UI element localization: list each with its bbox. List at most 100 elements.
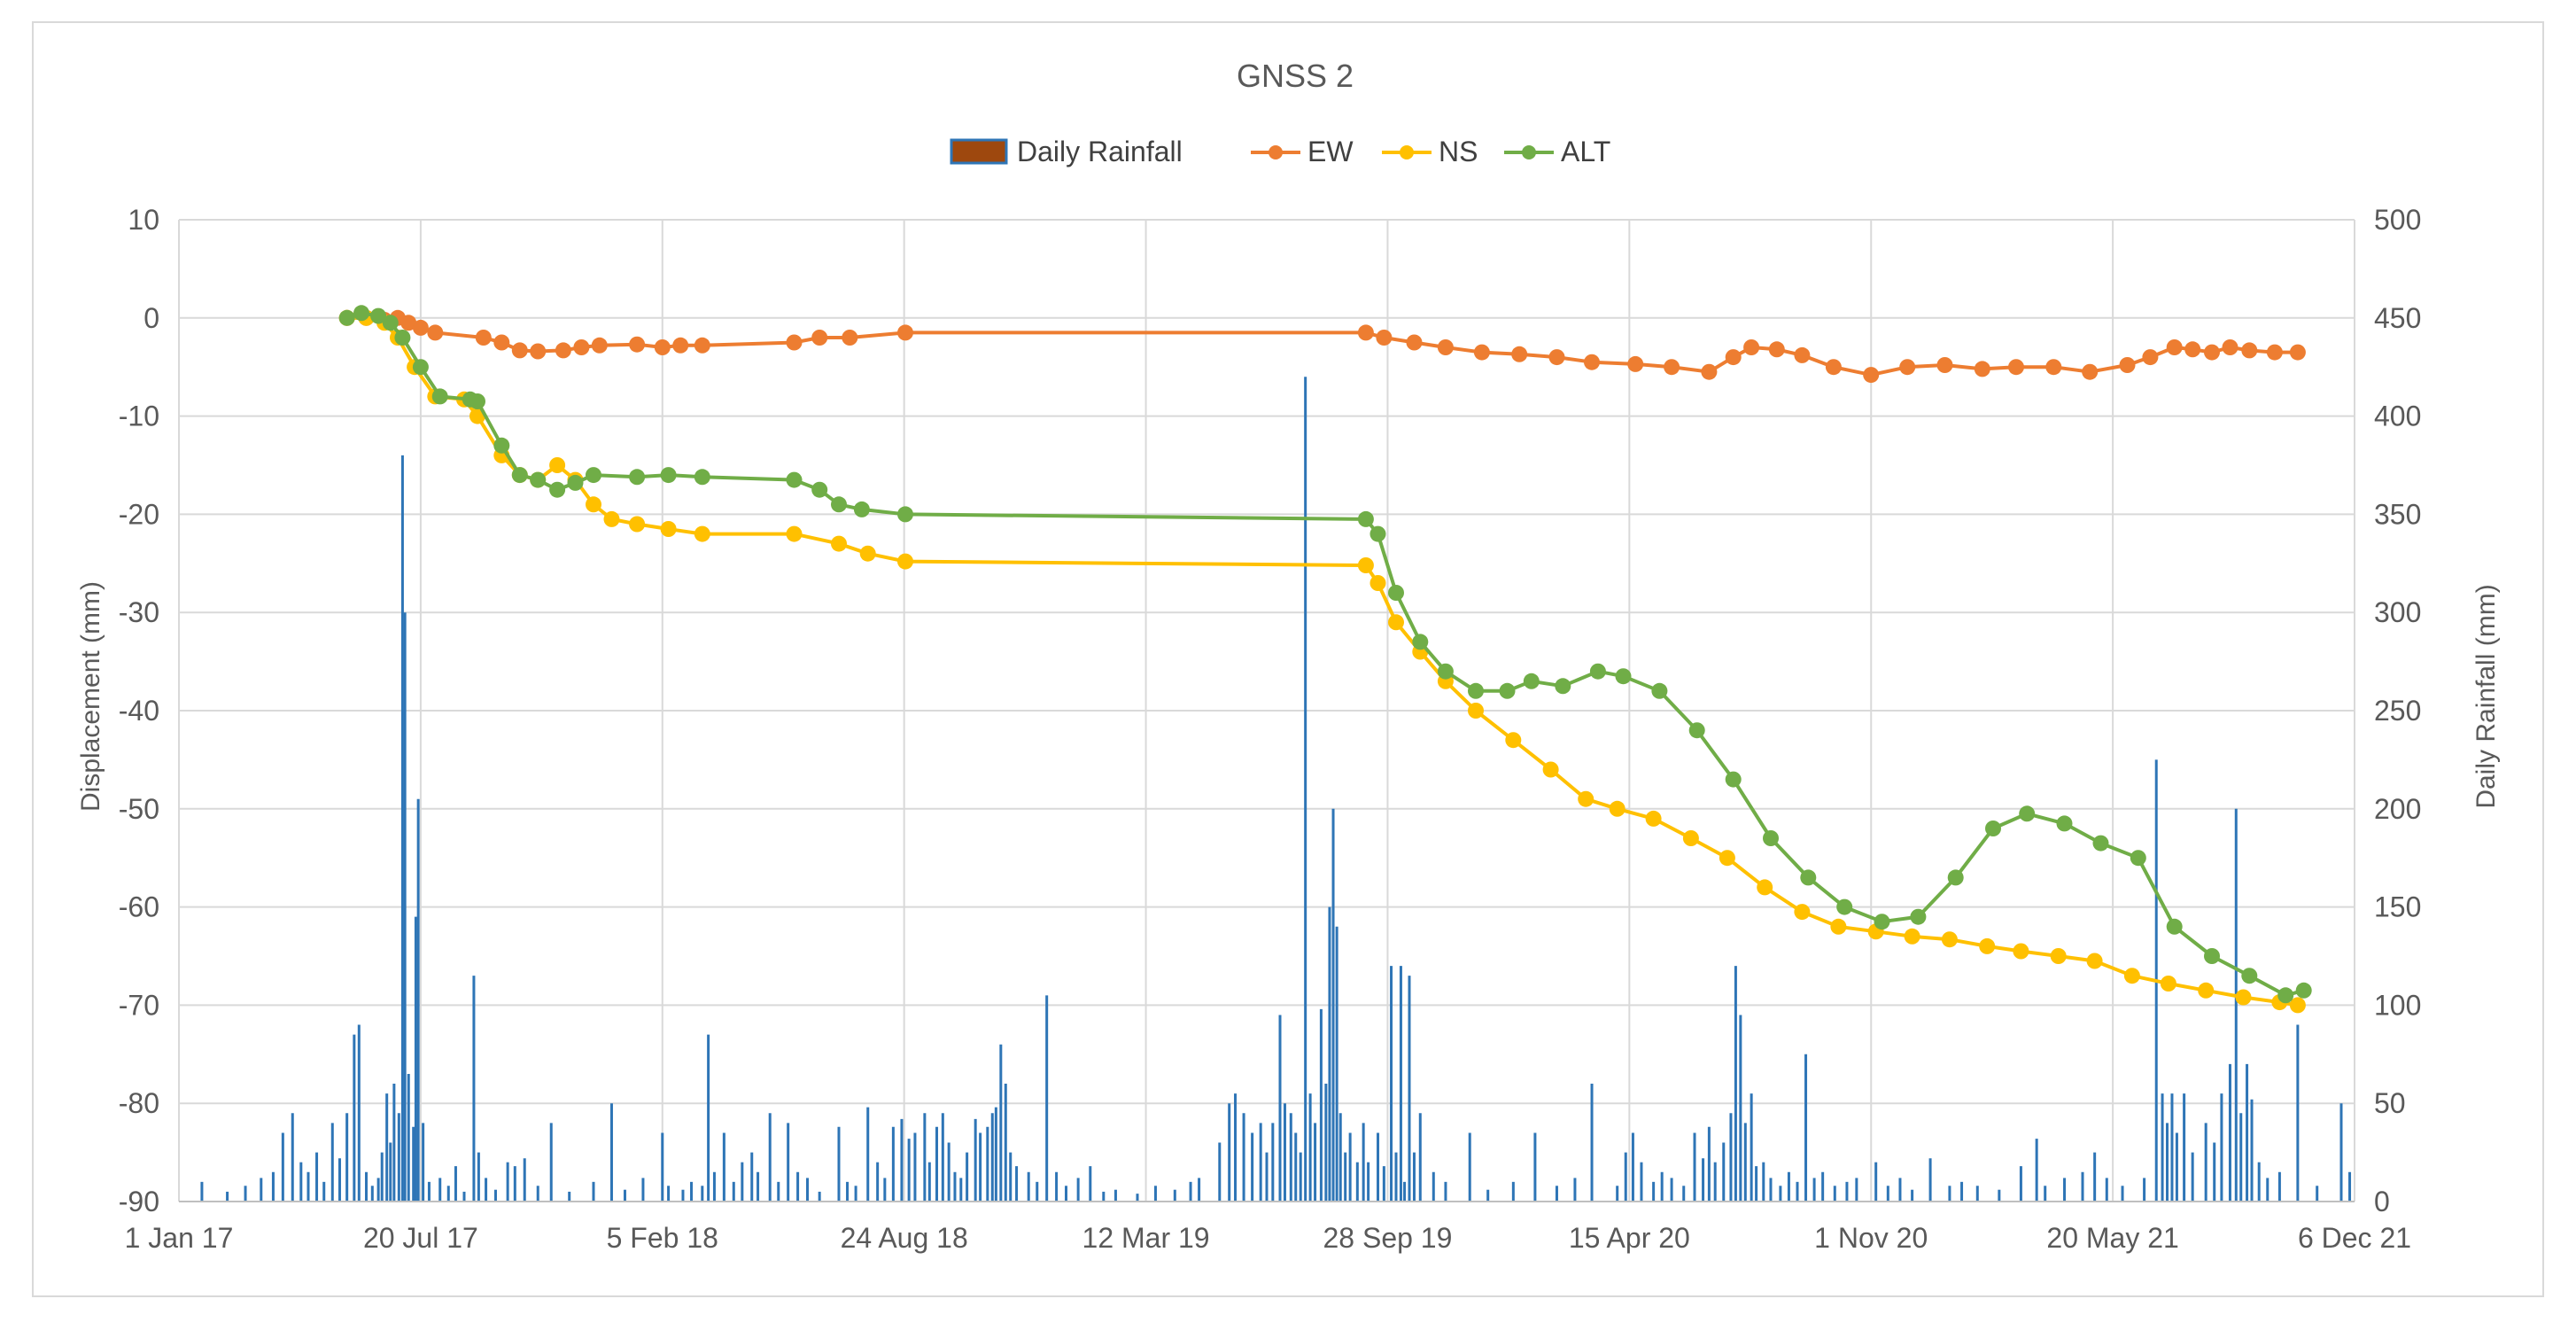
ns-point (629, 516, 646, 533)
ns-point (2086, 953, 2103, 969)
y2-axis-title: Daily Rainfall (mm) (2471, 584, 2501, 808)
ew-point (842, 330, 858, 346)
alt-point (1388, 585, 1404, 601)
ew-point (1584, 354, 1600, 370)
ew-point (1511, 346, 1528, 362)
alt-point (1523, 673, 1540, 689)
rainfall-series (200, 377, 2352, 1202)
alt-point (2295, 982, 2312, 999)
ew-point (2266, 344, 2283, 361)
alt-point (469, 393, 485, 409)
ns-point (2050, 948, 2067, 964)
y-tick-label: -90 (119, 1186, 159, 1217)
ew-point (1437, 339, 1454, 355)
ew-point (2142, 349, 2159, 366)
ns-point (1542, 761, 1559, 778)
x-tick-label: 20 May 21 (2046, 1222, 2178, 1254)
alt-point (629, 469, 646, 486)
ns-point (1830, 918, 1847, 935)
ew-point (1664, 359, 1680, 376)
ew-point (530, 343, 547, 360)
legend-label-alt: ALT (1561, 136, 1610, 167)
alt-point (431, 388, 448, 405)
alt-point (811, 481, 828, 498)
alt-point (1947, 869, 1964, 886)
alt-point (412, 359, 429, 376)
ew-point (2204, 344, 2220, 361)
y-tick-label: -70 (119, 989, 159, 1021)
ns-point (2198, 982, 2215, 999)
ew-point (654, 339, 671, 355)
x-tick-label: 5 Feb 18 (607, 1222, 718, 1254)
alt-point (2166, 918, 2183, 935)
ew-point (786, 334, 803, 351)
x-tick-label: 24 Aug 18 (841, 1222, 968, 1254)
ns-point (2160, 976, 2176, 992)
ew-point (1725, 349, 1742, 366)
alt-point (853, 501, 870, 517)
alt-point (2056, 815, 2073, 832)
ns-point (1794, 904, 1811, 921)
ew-point (2166, 339, 2183, 355)
ew-point (672, 337, 689, 354)
y-tick-label: -60 (119, 891, 159, 923)
alt-point (1412, 634, 1429, 650)
ns-point (603, 510, 620, 527)
x-tick-label: 1 Nov 20 (1814, 1222, 1928, 1254)
ew-point (1974, 361, 1990, 377)
ns-point (2289, 997, 2306, 1014)
ew-point (1825, 359, 1842, 376)
y-tick-label: -80 (119, 1087, 159, 1119)
y-tick-label: -10 (119, 401, 159, 432)
ew-point (555, 342, 571, 359)
x-tick-label: 15 Apr 20 (1569, 1222, 1690, 1254)
alt-point (1688, 722, 1705, 739)
ns-point (1505, 732, 1522, 749)
legend-marker-ns (1400, 145, 1414, 159)
x-tick-label: 6 Dec 21 (2298, 1222, 2411, 1254)
alt-point (511, 467, 528, 484)
ns-point (859, 545, 876, 562)
alt-point (338, 309, 355, 326)
ew-point (1406, 334, 1423, 351)
alt-point (394, 330, 411, 346)
alt-point (1874, 914, 1890, 930)
alt-point (1369, 525, 1386, 542)
legend-label-rainfall: Daily Rainfall (1017, 136, 1183, 167)
alt-point (2092, 835, 2109, 852)
y2-tick-label: 0 (2374, 1186, 2390, 1217)
ns-point (2235, 989, 2252, 1006)
alt-point (549, 481, 566, 498)
ns-point (1979, 937, 1996, 954)
ns-point (586, 496, 601, 513)
y2-tick-label: 400 (2374, 401, 2421, 432)
ew-point (1768, 341, 1785, 358)
ns-point (1609, 800, 1626, 817)
alt-point (586, 467, 601, 484)
alt-point (1499, 682, 1516, 699)
ns-point (897, 553, 913, 570)
chart-frame: GNSS 2 Daily Rainfall EW NS ALT 10 500 0 45… (32, 21, 2544, 1297)
y2-tick-label: 450 (2374, 302, 2421, 334)
alt-point (2277, 987, 2294, 1004)
legend-label-ew: EW (1307, 136, 1354, 167)
alt-point (370, 307, 387, 324)
ns-point (1468, 703, 1484, 719)
ew-point (2241, 342, 2258, 359)
ew-point (1376, 330, 1393, 346)
y2-tick-label: 100 (2374, 989, 2421, 1021)
alt-point (786, 471, 803, 488)
legend-label-ns: NS (1439, 136, 1478, 167)
alt-point (493, 437, 510, 454)
ew-point (1794, 346, 1811, 363)
ew-point (1701, 363, 1718, 380)
ew-point (591, 337, 608, 354)
alt-point (567, 474, 584, 491)
ew-point (2222, 339, 2238, 355)
displacement-series (338, 305, 2312, 1014)
legend: Daily Rainfall EW NS ALT (950, 136, 1610, 167)
alt-point (1985, 821, 2001, 836)
ns-point (660, 521, 677, 537)
x-tick-label: 1 Jan 17 (125, 1222, 234, 1254)
